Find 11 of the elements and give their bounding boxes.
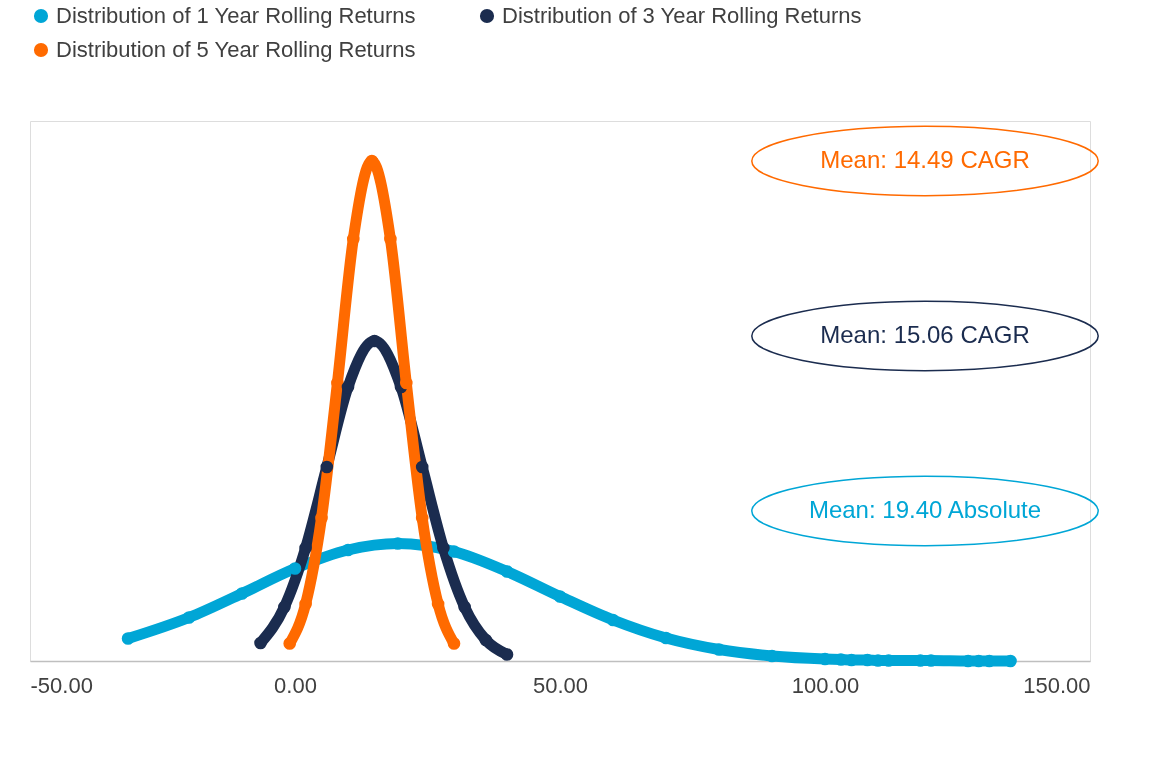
x-tick-label: 100.00: [791, 672, 860, 698]
x-tick-label: 50.00: [532, 672, 589, 698]
annotation: Mean: 15.06 CAGR: [820, 321, 1030, 348]
x-tick-label: 0.00: [274, 672, 317, 698]
annotation: Mean: 14.49 CAGR: [820, 146, 1030, 173]
x-tick-label: 150.00: [1023, 672, 1091, 698]
legend-label: Distribution of 3 Year Rolling Returns: [502, 3, 862, 28]
x-tick-label: -50.00: [30, 672, 93, 698]
annotation: Mean: 19.40 Absolute: [808, 496, 1042, 523]
legend-label: Distribution of 5 Year Rolling Returns: [56, 37, 416, 62]
legend-label: Distribution of 1 Year Rolling Returns: [56, 3, 416, 28]
